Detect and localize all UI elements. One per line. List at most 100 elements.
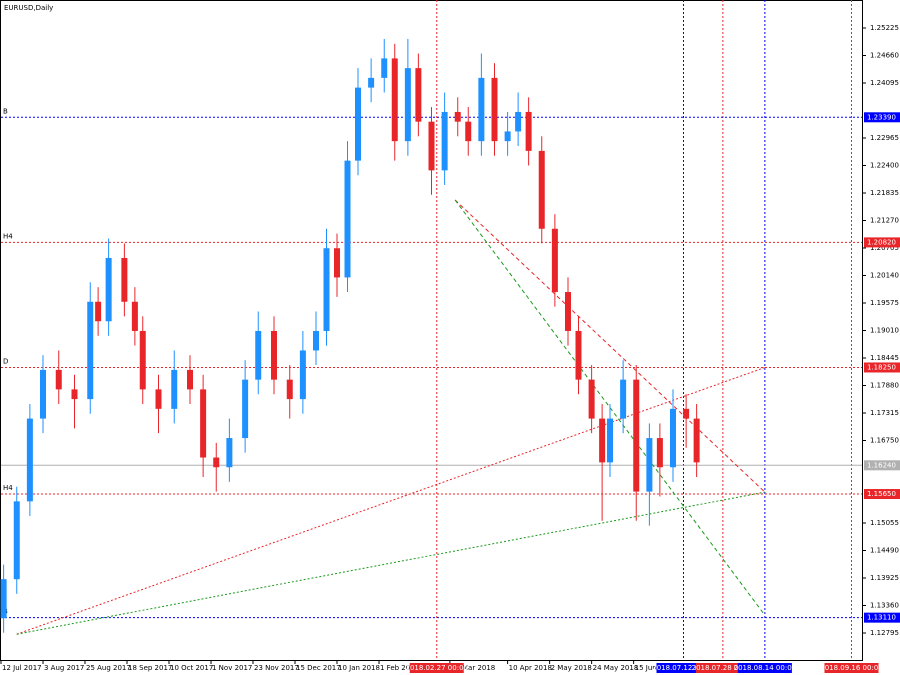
candle-body <box>155 389 162 409</box>
x-tick-label: 18 Sep 2017 <box>128 664 172 672</box>
candle-body <box>683 408 690 419</box>
candle-body <box>525 111 532 151</box>
candle-body <box>368 77 375 88</box>
candle-body <box>588 379 595 419</box>
candle-body <box>428 121 435 171</box>
candle-body <box>139 330 146 390</box>
y-tick-label: 1.22400 <box>870 161 899 169</box>
candle-body <box>565 292 571 331</box>
y-tick-label: 1.17880 <box>870 381 899 389</box>
chart-title: EURUSD,Daily <box>4 4 53 12</box>
candle-body <box>323 248 330 331</box>
level-label: 1.15650 <box>867 490 896 498</box>
time-label-bg <box>695 663 750 673</box>
x-tick-label: 1 Nov 2017 <box>212 664 252 672</box>
level-name: D <box>3 357 8 365</box>
x-tick-label: 10 Apr 2018 <box>509 664 552 672</box>
candle-body <box>670 408 676 468</box>
candle-body <box>607 418 613 463</box>
level-name: H4 <box>3 484 13 492</box>
level-label: 1.20820 <box>867 238 896 246</box>
level-label-bg <box>864 112 900 123</box>
candle-body <box>344 160 351 278</box>
level-label-bg <box>864 362 900 373</box>
x-tick-label: 12 Jul 2017 <box>2 664 42 672</box>
candle-body <box>40 369 46 419</box>
candle-body <box>55 369 62 390</box>
x-tick-label: 10 Oct 2017 <box>170 664 213 672</box>
candle-body <box>242 379 249 439</box>
candle-body <box>286 379 293 400</box>
candle-body <box>255 330 262 380</box>
time-label: 2018.08.14 00:00 <box>734 664 796 672</box>
candle-body <box>213 457 220 468</box>
price-label: 1.16240 <box>867 461 896 469</box>
candle-body <box>504 131 511 142</box>
y-tick-label: 1.16750 <box>870 436 899 444</box>
candle-body <box>551 228 558 293</box>
candle-body <box>491 77 498 142</box>
candle-body <box>391 58 398 142</box>
y-tick-label: 1.25225 <box>870 24 899 32</box>
level-label: 1.23390 <box>867 113 896 121</box>
x-tick-label: 10 Jan 2018 <box>338 664 380 672</box>
y-tick-label: 1.24660 <box>870 51 899 59</box>
y-tick-label: 1.19010 <box>870 326 899 334</box>
trendline <box>16 491 765 635</box>
candle-body <box>187 369 193 390</box>
x-tick-label: 15 Jun 2018 <box>635 664 677 672</box>
candle-body <box>313 330 319 351</box>
x-tick-label: 1 Feb 2018 <box>380 664 419 672</box>
time-label-bg <box>656 663 711 673</box>
time-label-bg <box>409 663 464 673</box>
y-tick-label: 1.20705 <box>870 244 899 252</box>
time-label: 2018.07.28 00:00 <box>692 664 754 672</box>
y-tick-label: 1.12795 <box>870 629 899 637</box>
level-name: H4 <box>3 232 13 240</box>
candle-body <box>575 330 582 380</box>
candle-body <box>441 111 448 171</box>
candle-body <box>454 111 461 122</box>
candle-body <box>131 301 138 331</box>
candle-body <box>381 58 388 78</box>
candle-body <box>646 438 653 492</box>
y-tick-label: 1.17315 <box>870 409 899 417</box>
y-tick-label: 1.14490 <box>870 546 899 554</box>
candle-body <box>478 77 485 142</box>
candle-body <box>404 68 411 142</box>
y-tick-label: 1.21270 <box>870 216 899 224</box>
level-name: B <box>3 107 8 115</box>
price-label-bg <box>864 460 900 471</box>
candle-body <box>693 418 700 463</box>
candle-body <box>415 68 422 122</box>
candle-body <box>299 350 306 400</box>
y-tick-label: 1.19575 <box>870 299 899 307</box>
candle-body <box>538 150 545 229</box>
candle-body <box>599 418 606 463</box>
level-label: 1.13110 <box>867 614 896 622</box>
candle-body <box>71 389 78 400</box>
candle-body <box>334 248 340 278</box>
x-tick-label: 23 Nov 2017 <box>254 664 299 672</box>
candle-body <box>13 501 20 580</box>
candle-body <box>200 389 207 458</box>
candle-body <box>515 111 522 132</box>
candle-body <box>226 438 233 468</box>
candle-body <box>355 87 361 161</box>
trendline <box>454 199 766 616</box>
x-tick-label: 3 Aug 2017 <box>44 664 84 672</box>
candle-body <box>171 369 178 409</box>
level-label: 1.18250 <box>867 363 896 371</box>
x-tick-label: 15 Dec 2017 <box>296 664 341 672</box>
time-label-bg <box>824 663 879 673</box>
y-tick-label: 1.22965 <box>870 134 899 142</box>
y-tick-label: 1.13360 <box>870 601 899 609</box>
time-label: 2018.07.12 00:00 <box>652 664 714 672</box>
plot-frame <box>0 0 863 661</box>
x-tick-label: 24 May 2018 <box>593 664 639 672</box>
level-label-bg <box>864 612 900 623</box>
candle-body <box>26 418 33 502</box>
candle-body <box>121 257 128 302</box>
candle-body <box>95 301 102 322</box>
